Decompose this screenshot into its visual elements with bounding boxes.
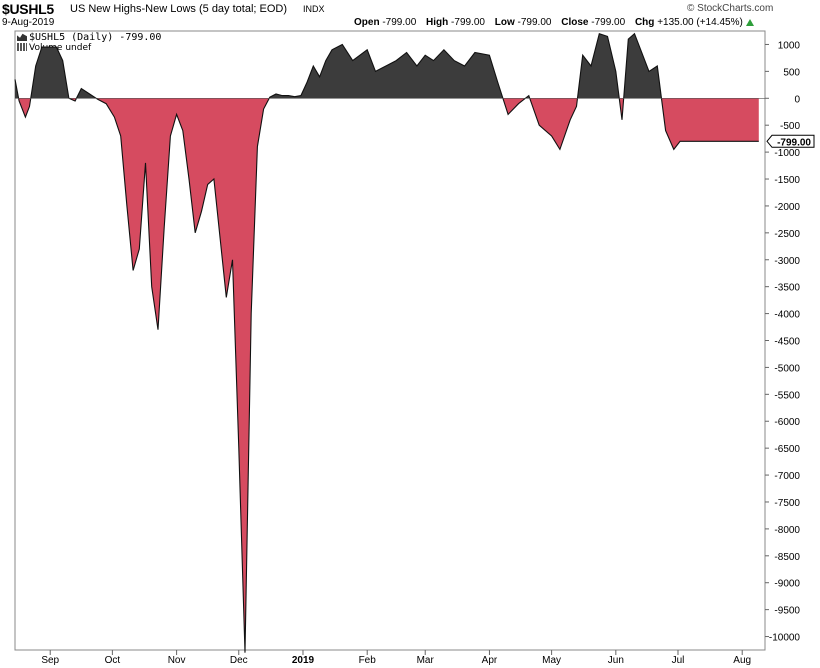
x-tick-label: May (542, 655, 561, 666)
y-tick-label: 0 (794, 94, 800, 105)
x-tick-label: Feb (359, 655, 377, 666)
chg-value: +135.00 (+14.45%) (657, 17, 743, 28)
y-tick-label: -5500 (774, 390, 800, 401)
y-tick-label: -7500 (774, 498, 800, 509)
y-tick-label: -2500 (774, 229, 800, 240)
y-tick-label: -500 (780, 121, 800, 132)
series-line (14, 32, 759, 653)
exchange-label: INDX (303, 4, 325, 14)
y-tick-label: -8000 (774, 525, 800, 536)
low-value: -799.00 (517, 17, 552, 28)
y-tick-label: -8500 (774, 552, 800, 563)
y-tick-label: -1000 (774, 148, 800, 159)
high-label: High (426, 17, 449, 28)
x-tick-label: Apr (482, 655, 498, 666)
x-tick-label: Jun (608, 655, 624, 666)
x-tick-label: Oct (105, 655, 121, 666)
x-tick-label: Dec (230, 655, 248, 666)
close-label: Close (561, 17, 589, 28)
negative-area (18, 98, 759, 651)
close-value: -799.00 (591, 17, 626, 28)
y-tick-label: -9500 (774, 606, 800, 617)
x-tick-label: Nov (168, 655, 186, 666)
last-value-tag (766, 134, 815, 148)
stockcharts-watermark: © StockCharts.com (687, 3, 774, 14)
ohlc-readout: Open -799.00 High -799.00 Low -799.00 Cl… (354, 17, 754, 28)
y-tick-label: -9000 (774, 579, 800, 590)
last-value-label: -799.00 (777, 137, 811, 148)
x-tick-label: Mar (417, 655, 435, 666)
y-tick-label: -4000 (774, 310, 800, 321)
up-arrow-icon (745, 19, 754, 26)
volume-legend: Volume undef (17, 43, 91, 53)
volume-bars-icon (17, 43, 27, 51)
y-tick-label: -4500 (774, 337, 800, 348)
y-tick-label: -1500 (774, 175, 800, 186)
y-tick-label: -2000 (774, 202, 800, 213)
volume-legend-label: Volume undef (29, 43, 92, 53)
symbol-description: US New Highs-New Lows (5 day total; EOD) (70, 3, 288, 15)
low-label: Low (494, 17, 515, 28)
area-chart-icon (17, 33, 27, 41)
x-tick-label: Aug (733, 655, 751, 666)
high-value: -799.00 (451, 17, 485, 28)
y-tick-label: -6000 (774, 417, 800, 428)
x-tick-label: 2019 (292, 655, 315, 666)
y-tick-label: -3500 (774, 283, 800, 294)
y-tick-label: -5000 (774, 363, 800, 374)
series-legend-label: $USHL5 (Daily) -799.00 (29, 32, 162, 43)
chart-date: 9-Aug-2019 (2, 17, 55, 28)
symbol-title: $USHL5 (2, 1, 54, 17)
series-legend: $USHL5 (Daily) -799.00 (17, 32, 161, 43)
chg-label: Chg (634, 17, 655, 28)
x-tick-label: Sep (41, 655, 59, 666)
y-tick-label: -3000 (774, 256, 800, 267)
open-label: Open (354, 17, 380, 28)
open-value: -799.00 (382, 17, 417, 28)
x-tick-label: Jul (672, 655, 685, 666)
y-tick-label: 500 (783, 67, 800, 78)
chart-header: $USHL5 US New Highs-New Lows (5 day tota… (0, 0, 820, 30)
y-tick-label: 1000 (778, 40, 801, 51)
y-tick-label: -10000 (769, 633, 801, 644)
y-tick-label: -6500 (774, 444, 800, 455)
y-tick-label: -7000 (774, 471, 800, 482)
